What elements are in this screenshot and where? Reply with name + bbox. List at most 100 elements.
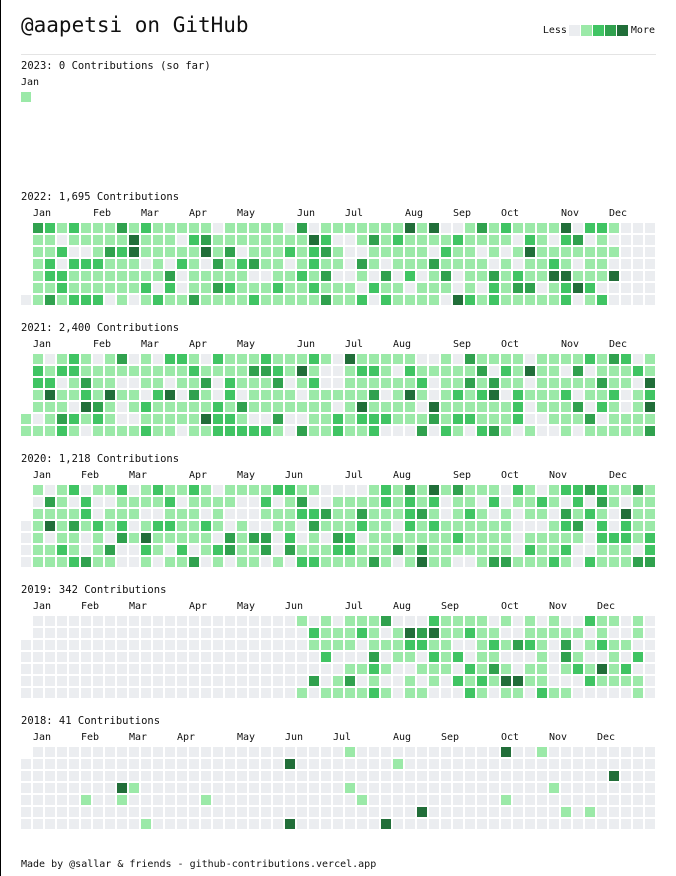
day-cell[interactable] [309, 557, 319, 567]
day-cell[interactable] [93, 783, 103, 793]
day-cell[interactable] [357, 366, 367, 376]
day-cell[interactable] [405, 652, 415, 662]
day-cell[interactable] [213, 557, 223, 567]
day-cell[interactable] [309, 295, 319, 305]
day-cell[interactable] [249, 795, 259, 805]
day-cell[interactable] [117, 545, 127, 555]
day-cell[interactable] [321, 497, 331, 507]
day-cell[interactable] [129, 545, 139, 555]
day-cell[interactable] [333, 640, 343, 650]
day-cell[interactable] [357, 652, 367, 662]
day-cell[interactable] [477, 652, 487, 662]
day-cell[interactable] [309, 521, 319, 531]
day-cell[interactable] [345, 616, 355, 626]
day-cell[interactable] [489, 354, 499, 364]
day-cell[interactable] [117, 283, 127, 293]
day-cell[interactable] [81, 557, 91, 567]
day-cell[interactable] [309, 628, 319, 638]
day-cell[interactable] [153, 271, 163, 281]
day-cell[interactable] [525, 235, 535, 245]
day-cell[interactable] [285, 819, 295, 829]
day-cell[interactable] [465, 283, 475, 293]
day-cell[interactable] [405, 795, 415, 805]
day-cell[interactable] [369, 402, 379, 412]
day-cell[interactable] [33, 485, 43, 495]
day-cell[interactable] [465, 771, 475, 781]
day-cell[interactable] [549, 426, 559, 436]
day-cell[interactable] [117, 521, 127, 531]
day-cell[interactable] [189, 354, 199, 364]
day-cell[interactable] [165, 426, 175, 436]
day-cell[interactable] [393, 628, 403, 638]
day-cell[interactable] [141, 557, 151, 567]
day-cell[interactable] [105, 545, 115, 555]
day-cell[interactable] [345, 497, 355, 507]
day-cell[interactable] [105, 485, 115, 495]
day-cell[interactable] [585, 616, 595, 626]
day-cell[interactable] [249, 783, 259, 793]
day-cell[interactable] [93, 676, 103, 686]
day-cell[interactable] [45, 366, 55, 376]
day-cell[interactable] [489, 485, 499, 495]
day-cell[interactable] [609, 616, 619, 626]
day-cell[interactable] [621, 819, 631, 829]
day-cell[interactable] [585, 402, 595, 412]
day-cell[interactable] [309, 509, 319, 519]
day-cell[interactable] [417, 485, 427, 495]
day-cell[interactable] [165, 557, 175, 567]
day-cell[interactable] [129, 819, 139, 829]
day-cell[interactable] [81, 676, 91, 686]
day-cell[interactable] [393, 795, 403, 805]
day-cell[interactable] [297, 759, 307, 769]
day-cell[interactable] [561, 795, 571, 805]
day-cell[interactable] [633, 283, 643, 293]
day-cell[interactable] [645, 783, 655, 793]
day-cell[interactable] [345, 366, 355, 376]
day-cell[interactable] [525, 795, 535, 805]
day-cell[interactable] [93, 402, 103, 412]
day-cell[interactable] [165, 640, 175, 650]
day-cell[interactable] [597, 295, 607, 305]
day-cell[interactable] [345, 759, 355, 769]
day-cell[interactable] [249, 414, 259, 424]
day-cell[interactable] [309, 247, 319, 257]
day-cell[interactable] [177, 390, 187, 400]
day-cell[interactable] [357, 414, 367, 424]
day-cell[interactable] [333, 259, 343, 269]
day-cell[interactable] [129, 509, 139, 519]
day-cell[interactable] [117, 771, 127, 781]
day-cell[interactable] [249, 759, 259, 769]
day-cell[interactable] [261, 628, 271, 638]
day-cell[interactable] [609, 819, 619, 829]
day-cell[interactable] [321, 545, 331, 555]
day-cell[interactable] [477, 819, 487, 829]
day-cell[interactable] [321, 509, 331, 519]
day-cell[interactable] [105, 223, 115, 233]
day-cell[interactable] [249, 771, 259, 781]
day-cell[interactable] [45, 402, 55, 412]
day-cell[interactable] [585, 223, 595, 233]
day-cell[interactable] [357, 485, 367, 495]
day-cell[interactable] [501, 426, 511, 436]
day-cell[interactable] [309, 354, 319, 364]
day-cell[interactable] [465, 223, 475, 233]
day-cell[interactable] [381, 783, 391, 793]
day-cell[interactable] [441, 664, 451, 674]
day-cell[interactable] [81, 616, 91, 626]
day-cell[interactable] [393, 783, 403, 793]
day-cell[interactable] [261, 485, 271, 495]
day-cell[interactable] [405, 616, 415, 626]
day-cell[interactable] [117, 533, 127, 543]
day-cell[interactable] [621, 485, 631, 495]
day-cell[interactable] [369, 247, 379, 257]
day-cell[interactable] [261, 390, 271, 400]
day-cell[interactable] [633, 354, 643, 364]
day-cell[interactable] [105, 664, 115, 674]
day-cell[interactable] [525, 652, 535, 662]
day-cell[interactable] [645, 509, 655, 519]
day-cell[interactable] [465, 414, 475, 424]
day-cell[interactable] [321, 378, 331, 388]
day-cell[interactable] [609, 688, 619, 698]
day-cell[interactable] [417, 819, 427, 829]
day-cell[interactable] [573, 640, 583, 650]
